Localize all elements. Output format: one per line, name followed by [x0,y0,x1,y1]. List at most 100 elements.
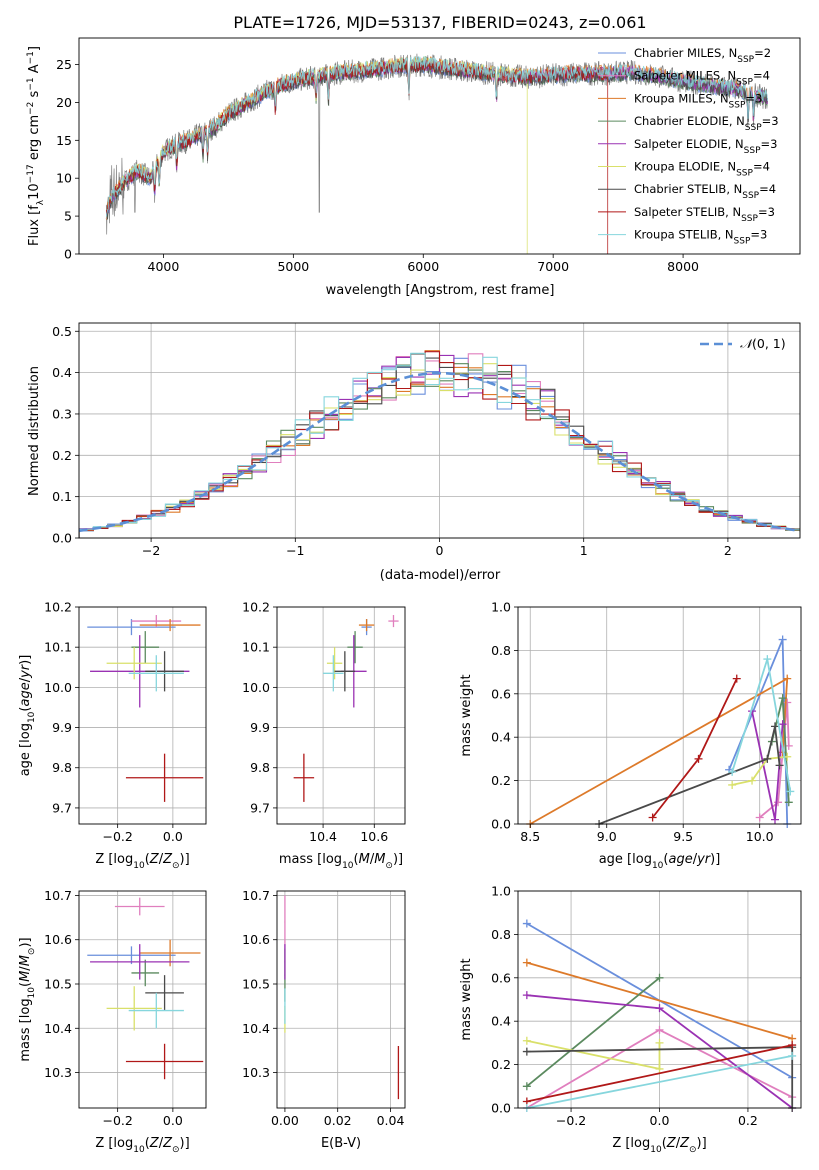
axes-frame [276,890,406,1109]
x-axis-label: Z [log10(Z/Z⊙)] [95,852,189,871]
label-part: M [18,971,33,982]
x-tick-label: 9.5 [673,829,693,844]
weight-marker [522,1047,531,1056]
label-part: 10 [27,183,42,200]
y-tick-label: 15 [56,133,72,148]
label-part: Z [679,1136,690,1151]
label-part: SSP [742,191,759,201]
label-part: erg cm [27,115,42,164]
weight-line [598,726,781,825]
y-tick-label: 9.8 [52,760,72,775]
x-tick-label: 9.0 [597,829,617,844]
axes-frame [517,606,802,825]
label-part: λ [36,199,46,205]
y-tick-label: 10.0 [44,680,72,695]
plot-area [293,615,399,802]
panel-weight-Z: −0.2 0.0 0.2 0.0 0.2 0.4 0.6 0.8 1.0 mass weight Z… [459,884,802,1155]
weight-marker [788,1041,797,1050]
plot-area [105,53,768,254]
axes-frame [517,890,802,1109]
y-tick-label: 10.6 [242,932,270,947]
weight-marker [788,1051,797,1060]
y-tick-label: 0.5 [52,324,72,339]
label-part: (0, 1) [752,336,786,351]
label-part: M [18,955,33,966]
x-tick-label: 0.2 [738,1113,758,1128]
y-tick-label: 0.2 [491,773,511,788]
label-part: mass [log [279,852,342,867]
legend-entry: Salpeter STELIB, NSSP=3 [634,205,775,224]
label-part: / [159,1136,164,1151]
y-tick-label: 10 [56,171,72,186]
y-tick-label: 0.6 [491,970,511,985]
weight-marker [655,1004,664,1013]
y-tick-label: 9.7 [52,800,72,815]
y-axis-label: Normed distribution [27,366,42,496]
label-part: s [27,90,42,101]
label-part: Z [149,1136,160,1151]
x-tick-label: 4000 [148,259,180,274]
label-part: yr [696,852,712,867]
y-tick-label: 10.7 [44,888,72,903]
y-tick-label: 20 [56,95,72,110]
y-tick-label: 0.8 [491,927,511,942]
weight-marker [522,991,531,1000]
label-part: =3 [745,91,762,105]
label-part: Z [162,852,173,867]
legend-entry: Salpeter ELODIE, NSSP=3 [634,137,777,156]
label-part: Salpeter MILES, N [634,69,736,83]
x-axis-label: age [log10(age/yr)] [599,852,721,871]
label-part: / [18,677,33,682]
legend-entry: Chabrier STELIB, NSSP=4 [634,182,776,201]
label-part: Flux [f [27,205,42,246]
weight-marker [783,674,792,683]
label-part: / [676,1136,681,1151]
x-tick-label: −0.2 [556,1113,586,1128]
label-part: / [370,852,375,867]
x-axis-label: wavelength [Angstrom, rest frame] [326,283,555,298]
axes-frame [78,37,801,255]
y-tick-label: 0.2 [52,448,72,463]
label-part: Kroupa ELODIE, N [634,160,736,174]
legend-entry: Kroupa STELIB, NSSP=3 [634,228,767,247]
plot-area [522,919,797,1112]
weight-marker [755,813,764,822]
label-part: yr [18,663,33,679]
label-part: 10 [652,861,664,871]
plot-area [87,897,204,1080]
y-tick-label: 10.7 [242,888,270,903]
y-tick-label: 10.4 [44,1021,72,1036]
y-tick-label: 0.8 [491,643,511,658]
weight-marker [522,919,531,928]
y-tick-label: 10.5 [242,977,270,992]
label-part: M [374,852,385,867]
weight-marker [775,761,784,770]
y-axis-label: Flux [fλ10−17 erg cm−2 s−1 A−1] [26,46,46,246]
label-part: 10 [342,861,354,871]
axes-frame [78,606,207,825]
y-tick-label: 0.0 [52,531,72,546]
x-tick-label: 1 [580,543,588,558]
weight-marker [770,815,779,824]
x-tick-label: 10.6 [360,829,388,844]
weight-marker [778,720,787,729]
y-tick-label: 0.0 [491,1101,511,1116]
weight-marker [694,754,703,763]
label-part: ( [18,982,33,987]
y-axis-label: mass weight [459,958,474,1040]
weight-marker [728,767,737,776]
weight-marker [522,958,531,967]
label-part: A [27,64,42,77]
label-part: 10 [27,987,37,999]
label-part: )] [180,852,190,867]
weight-line [526,1055,793,1109]
legend-entry: Salpeter MILES, NSSP=4 [634,69,770,88]
x-tick-label: 0.0 [163,1113,183,1128]
weight-marker [655,1025,664,1034]
legend-entry: Chabrier MILES, NSSP=2 [634,46,771,65]
label-part: E(B-V) [321,1136,361,1151]
label-part: Z [666,1136,677,1151]
